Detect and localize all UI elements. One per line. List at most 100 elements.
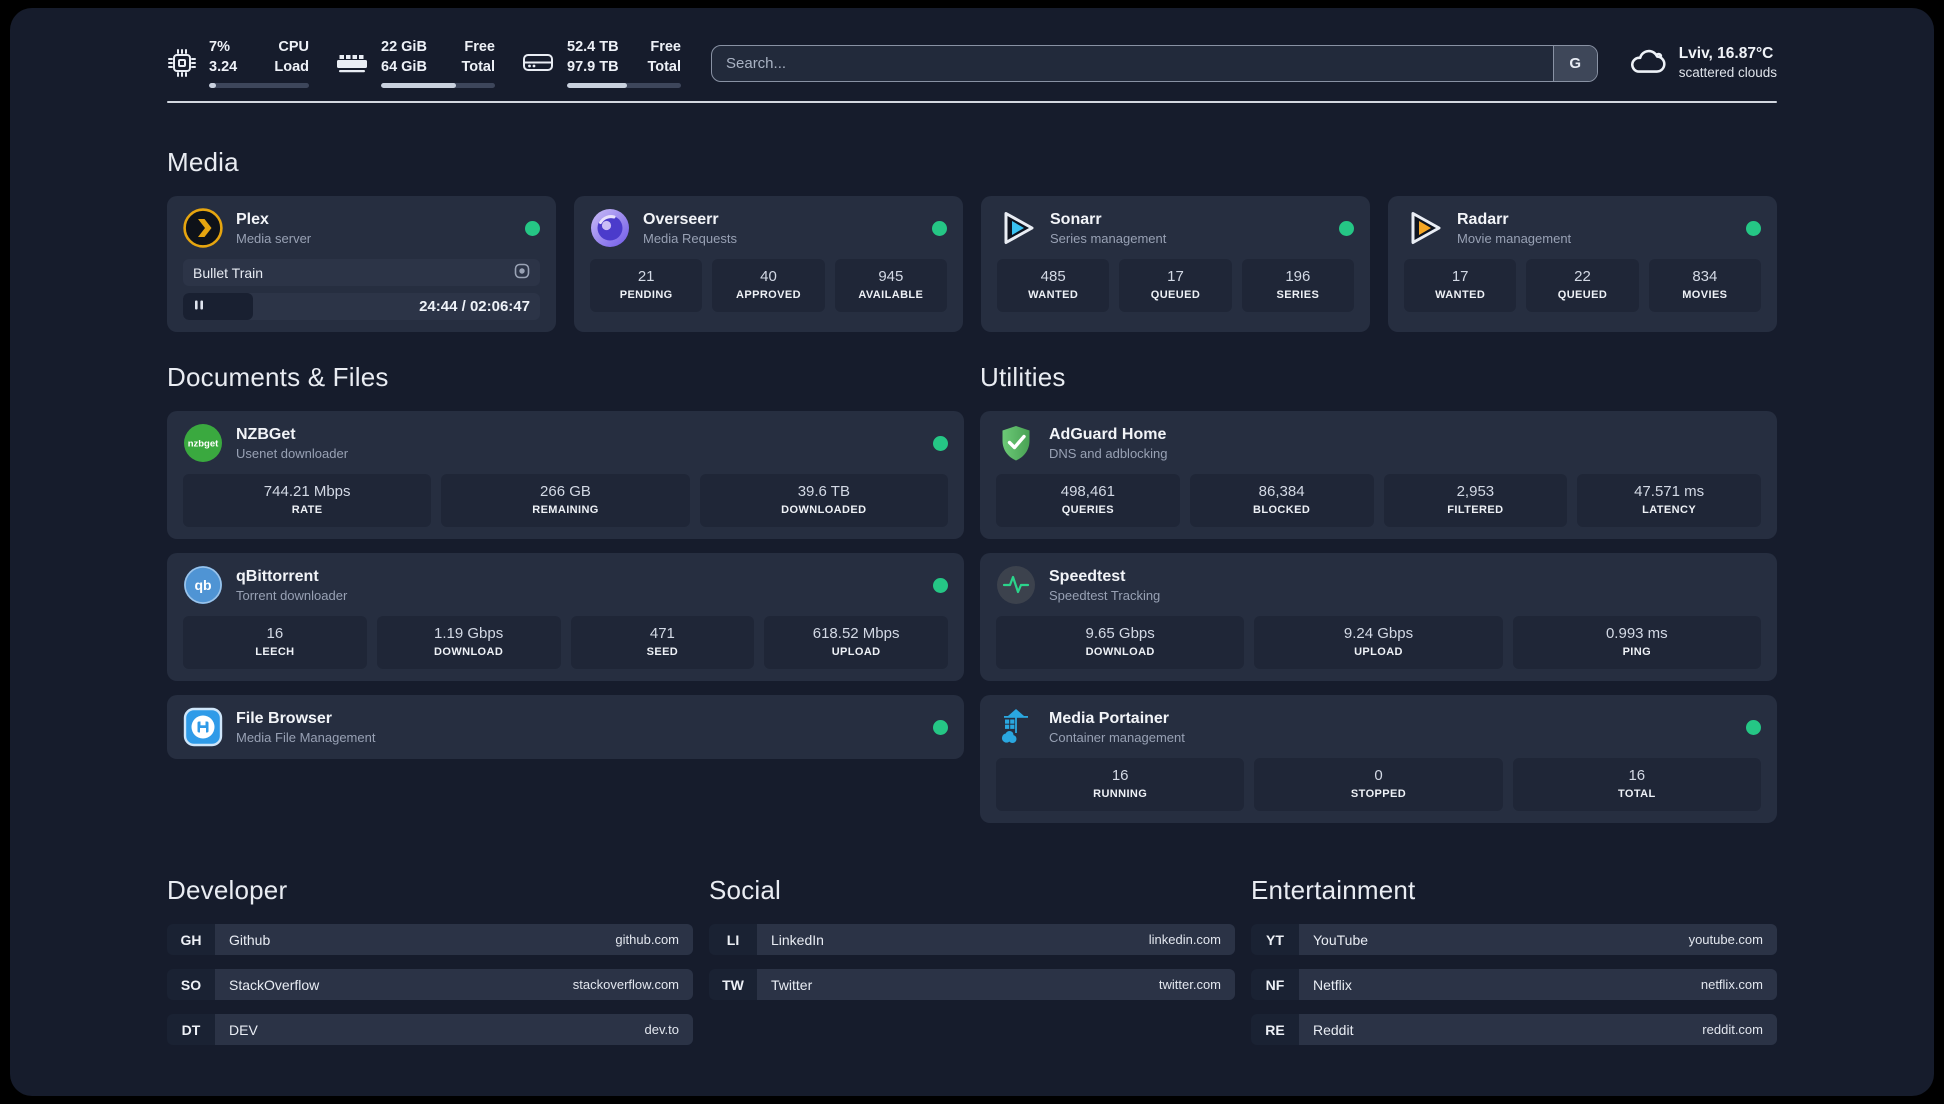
stat-label: UPLOAD	[1354, 646, 1403, 658]
svg-text:qb: qb	[194, 577, 211, 593]
stat-box: 39.6 TB DOWNLOADED	[699, 474, 948, 527]
app-name: Media Portainer	[1049, 710, 1170, 727]
ram-stat: 22 GiB Free 64 GiB Total	[335, 38, 495, 88]
link-row-stackoverflow[interactable]: SO StackOverflow stackoverflow.com	[167, 969, 693, 1000]
stat-value: 86,384	[1258, 483, 1305, 500]
stat-label: LEECH	[255, 646, 295, 658]
app-desc: DNS and adblocking	[1049, 446, 1168, 461]
section-title-social: Social	[709, 875, 782, 905]
link-row-linkedin[interactable]: LI LinkedIn linkedin.com	[709, 924, 1235, 955]
stat-box: 0.993 ms PING	[1512, 616, 1761, 669]
overseerr-icon	[590, 208, 630, 248]
stat-box: 9.24 Gbps UPLOAD	[1254, 616, 1503, 669]
svg-text:nzbget: nzbget	[188, 439, 219, 450]
stat-value: 471	[649, 625, 675, 642]
app-card-portainer[interactable]: Media Portainer Container management 16 R…	[980, 695, 1777, 823]
section-title-developer: Developer	[167, 875, 288, 905]
link-row-netflix[interactable]: NF Netflix netflix.com	[1251, 969, 1777, 1000]
portainer-icon	[996, 707, 1036, 747]
stat-box: 16 RUNNING	[996, 758, 1245, 811]
link-row-twitter[interactable]: TW Twitter twitter.com	[709, 969, 1235, 1000]
app-card-filebrowser[interactable]: File Browser Media File Management	[167, 695, 964, 759]
link-row-youtube[interactable]: YT YouTube youtube.com	[1251, 924, 1777, 955]
app-card-sonarr[interactable]: Sonarr Series management 485 WANTED 17 QUE…	[981, 196, 1370, 332]
app-desc: Media File Management	[236, 730, 376, 745]
search-input[interactable]	[712, 45, 1597, 81]
app-name: AdGuard Home	[1049, 426, 1167, 443]
speedtest-icon	[996, 565, 1036, 605]
app-desc: Torrent downloader	[236, 588, 348, 603]
link-abbr: SO	[167, 969, 215, 1000]
disk-free-label: Free	[650, 39, 681, 55]
link-label: LinkedIn	[771, 931, 824, 948]
stat-value: 22	[1574, 268, 1591, 285]
app-desc: Media Requests	[643, 231, 737, 246]
search-engine-button[interactable]: G	[1552, 45, 1597, 81]
stat-value: 945	[878, 268, 904, 285]
status-online-dot	[1339, 220, 1354, 236]
stat-box: 17 WANTED	[1404, 259, 1517, 312]
app-desc: Speedtest Tracking	[1049, 588, 1161, 603]
app-desc: Container management	[1049, 730, 1185, 745]
stat-value: 40	[760, 268, 777, 285]
stat-box: 744.21 Mbps RATE	[183, 474, 432, 527]
search-bar: G	[711, 44, 1598, 82]
status-online-dot	[933, 719, 948, 735]
app-desc: Media server	[236, 231, 312, 246]
stat-label: QUERIES	[1061, 504, 1115, 516]
stat-value: 1.19 Gbps	[434, 625, 504, 642]
link-row-dev[interactable]: DT DEV dev.to	[167, 1014, 693, 1045]
status-online-dot	[932, 220, 947, 236]
stat-value: 196	[1285, 268, 1311, 285]
app-card-nzbget[interactable]: nzbget NZBGet Usenet downloader 744.21 M…	[167, 411, 964, 539]
ram-icon	[335, 43, 369, 83]
disk-total-value: 97.9 TB	[567, 59, 619, 75]
stat-value: 39.6 TB	[797, 483, 850, 500]
cpu-load-label: Load	[274, 59, 309, 75]
stat-label: RUNNING	[1093, 788, 1148, 800]
section-utilities: Utilities AdGuard Home DNS and	[980, 362, 1777, 823]
app-card-plex[interactable]: Plex Media server Bullet Train	[167, 196, 556, 332]
app-card-radarr[interactable]: Radarr Movie management 17 WANTED 22 QUEUE…	[1388, 196, 1777, 332]
stat-label: DOWNLOAD	[1085, 646, 1155, 658]
stat-value: 47.571 ms	[1634, 483, 1705, 500]
stat-box: 17 QUEUED	[1119, 259, 1232, 312]
app-card-speedtest[interactable]: Speedtest Speedtest Tracking 9.65 Gbps DO…	[980, 553, 1777, 681]
ram-free-value: 22 GiB	[381, 39, 427, 55]
ram-free-label: Free	[464, 39, 495, 55]
stat-label: BLOCKED	[1253, 504, 1311, 516]
stat-label: PING	[1622, 646, 1652, 658]
disk-total-label: Total	[647, 59, 681, 75]
stat-label: REMAINING	[532, 504, 599, 516]
stat-label: DOWNLOAD	[434, 646, 504, 658]
stat-label: QUEUED	[1557, 289, 1608, 301]
link-url: dev.to	[644, 1022, 679, 1037]
stat-label: PENDING	[619, 289, 673, 301]
section-title-entertainment: Entertainment	[1251, 875, 1416, 905]
app-name: Sonarr	[1050, 211, 1102, 228]
app-name: File Browser	[236, 710, 333, 727]
weather-location-temp: Lviv, 16.87°C	[1678, 45, 1774, 62]
stat-value: 744.21 Mbps	[263, 483, 351, 500]
link-row-reddit[interactable]: RE Reddit reddit.com	[1251, 1014, 1777, 1045]
app-card-qbittorrent[interactable]: qb qBittorrent Torrent downloader 16 LEEC…	[167, 553, 964, 681]
app-desc: Movie management	[1457, 231, 1572, 246]
stat-box: 9.65 Gbps DOWNLOAD	[996, 616, 1245, 669]
cpu-label: CPU	[278, 39, 309, 55]
cpu-load-value: 3.24	[209, 59, 238, 75]
radarr-icon	[1404, 208, 1444, 248]
stat-box: 498,461 QUERIES	[996, 474, 1180, 527]
app-name: qBittorrent	[236, 568, 319, 585]
link-abbr: YT	[1251, 924, 1299, 955]
link-url: reddit.com	[1702, 1022, 1763, 1037]
app-card-adguard[interactable]: AdGuard Home DNS and adblocking 498,461 Q…	[980, 411, 1777, 539]
link-url: twitter.com	[1158, 977, 1221, 992]
stat-box: 22 QUEUED	[1526, 259, 1639, 312]
app-card-overseerr[interactable]: Overseerr Media Requests 21 PENDING 40 APP…	[574, 196, 963, 332]
link-row-github[interactable]: GH Github github.com	[167, 924, 693, 955]
section-entertainment: Entertainment YT YouTube youtube.com NF N…	[1251, 875, 1777, 1059]
stat-box: 485 WANTED	[997, 259, 1110, 312]
stat-value: 16	[1628, 767, 1646, 784]
stat-box: 266 GB REMAINING	[441, 474, 690, 527]
app-name: Plex	[236, 211, 269, 228]
